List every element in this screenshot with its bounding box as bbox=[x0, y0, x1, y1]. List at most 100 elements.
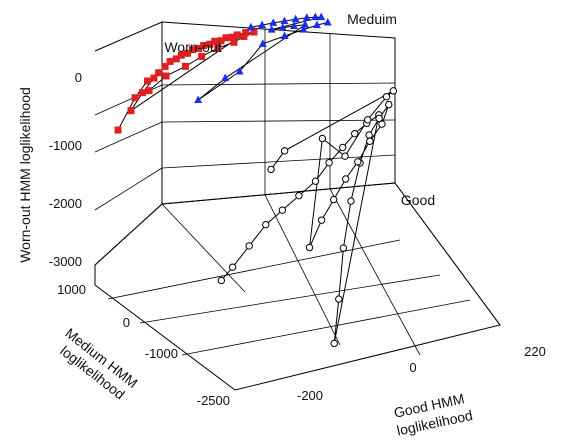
x-tick-label: -200 bbox=[297, 388, 323, 403]
annotation-meduim: Meduim bbox=[347, 11, 397, 27]
worn-out-point bbox=[188, 46, 196, 54]
good-point bbox=[351, 129, 359, 138]
annotation-good: Good bbox=[401, 192, 435, 208]
medium-point bbox=[235, 66, 244, 75]
z-tick-label: -3000 bbox=[49, 254, 82, 269]
medium-point bbox=[194, 95, 203, 104]
x-axis-label: Good HMM loglikelihood bbox=[392, 389, 474, 438]
y-tick-label: 1000 bbox=[57, 282, 86, 297]
y-tick-label: -2500 bbox=[197, 393, 230, 408]
medium-point bbox=[289, 21, 298, 29]
worn-out-point bbox=[143, 77, 151, 85]
worn-out-point bbox=[150, 74, 158, 82]
good-point bbox=[311, 177, 320, 185]
worn-out-point bbox=[228, 33, 236, 41]
medium-point bbox=[278, 23, 287, 31]
worn-out-point bbox=[155, 69, 163, 77]
medium-point bbox=[221, 73, 230, 82]
worn-out-point bbox=[181, 62, 189, 70]
worn-out-point bbox=[230, 38, 238, 46]
y-tick-label: -1000 bbox=[145, 346, 178, 361]
good-point bbox=[382, 93, 391, 101]
medium-point bbox=[258, 20, 267, 29]
good-point bbox=[341, 152, 349, 160]
grid-line bbox=[161, 82, 396, 86]
grid-line bbox=[329, 188, 421, 356]
worn-out-point bbox=[183, 49, 191, 57]
grid-line bbox=[139, 274, 441, 324]
good-point bbox=[330, 339, 338, 348]
worn-out-point bbox=[214, 44, 222, 52]
medium-point bbox=[302, 13, 311, 21]
z-axis-label: Worn-out HMM loglikelihood bbox=[17, 87, 33, 263]
grid-line bbox=[264, 194, 341, 346]
good-point bbox=[365, 131, 373, 139]
worn-out-point bbox=[198, 53, 206, 61]
worn-out-point bbox=[161, 62, 169, 70]
grid-line bbox=[181, 299, 471, 356]
good-point bbox=[389, 87, 398, 95]
good-point bbox=[335, 295, 343, 303]
grid-line bbox=[394, 182, 501, 326]
good-point bbox=[305, 243, 314, 252]
worn-out-point bbox=[217, 37, 225, 45]
good-point bbox=[262, 220, 270, 229]
y-tick-labels: 1000 0 -1000 -2500 bbox=[57, 282, 230, 408]
good-point bbox=[342, 175, 350, 183]
worn-out-point bbox=[177, 51, 185, 59]
worn-out-point bbox=[206, 40, 214, 48]
trajectory-line bbox=[220, 90, 394, 344]
y-tick-label: 0 bbox=[123, 315, 130, 330]
worn-out-point bbox=[242, 29, 250, 37]
good-point bbox=[317, 216, 326, 224]
good-point bbox=[347, 197, 355, 205]
medium-point bbox=[267, 25, 276, 33]
worn-out-point bbox=[162, 72, 170, 80]
worn-out-point bbox=[195, 44, 203, 52]
worn-out-point bbox=[145, 87, 153, 95]
good-point bbox=[375, 114, 383, 123]
floor-back-edges bbox=[94, 182, 396, 266]
worn-out-point bbox=[166, 57, 174, 65]
good-point bbox=[325, 158, 333, 167]
medium-point bbox=[323, 18, 332, 26]
x-tick-label: 0 bbox=[409, 360, 416, 375]
grid-line bbox=[94, 121, 163, 153]
good-point bbox=[217, 276, 226, 285]
medium-point bbox=[258, 39, 267, 47]
worn-out-point bbox=[114, 126, 122, 134]
worn-out-point bbox=[127, 107, 135, 115]
medium-point bbox=[312, 20, 321, 29]
z-tick-labels: 0 -1000 -2000 -3000 bbox=[49, 70, 82, 269]
good-point bbox=[339, 244, 348, 252]
x-tick-label: 220 bbox=[524, 344, 546, 359]
grid-line bbox=[161, 154, 396, 169]
plot-box bbox=[94, 21, 501, 391]
medium-point bbox=[280, 16, 289, 25]
medium-point bbox=[280, 31, 289, 39]
trajectory-line bbox=[197, 16, 328, 101]
y-axis-label: Medium HMM loglikelihood bbox=[52, 325, 144, 407]
medium-point bbox=[246, 22, 255, 31]
worn-out-point bbox=[250, 28, 258, 36]
worn-out-point bbox=[240, 32, 248, 40]
good-point bbox=[363, 116, 372, 124]
good-point bbox=[329, 195, 338, 204]
good-point bbox=[378, 120, 386, 128]
good-point bbox=[295, 191, 303, 200]
good-point bbox=[280, 147, 289, 155]
good-point bbox=[385, 100, 393, 109]
medium-point bbox=[291, 14, 300, 23]
good-point bbox=[338, 143, 347, 152]
grid-line bbox=[107, 239, 401, 300]
medium-point bbox=[317, 12, 326, 21]
worn-out-point bbox=[200, 42, 208, 50]
grid-line bbox=[94, 167, 163, 211]
z-tick-label: -2000 bbox=[49, 196, 82, 211]
worn-out-point bbox=[233, 31, 241, 39]
grid-line bbox=[161, 119, 396, 123]
good-point bbox=[278, 206, 287, 214]
back-left-wall bbox=[94, 21, 163, 266]
z-tick-label: 0 bbox=[75, 70, 82, 85]
good-point bbox=[267, 165, 275, 174]
